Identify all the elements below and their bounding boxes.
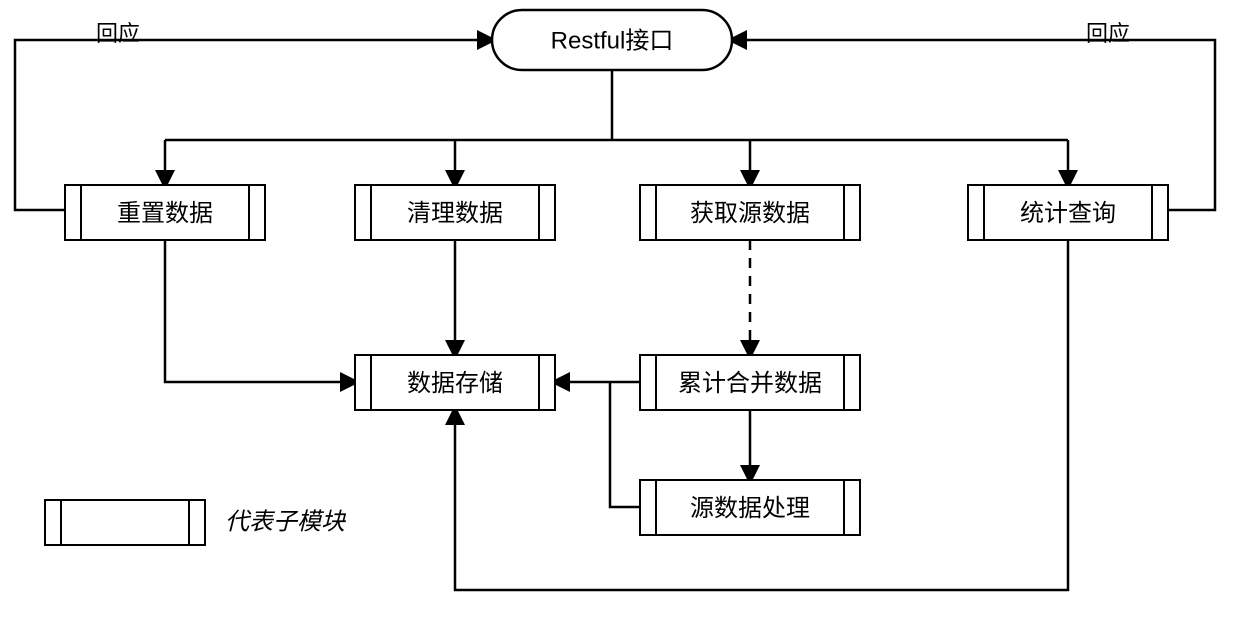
node-label-restful: Restful接口 — [551, 27, 674, 54]
node-label-query: 统计查询 — [1020, 200, 1116, 227]
node-process: 源数据处理 — [640, 480, 860, 535]
node-label-clean: 清理数据 — [407, 200, 503, 227]
legend-label: 代表子模块 — [225, 508, 347, 535]
node-label-process: 源数据处理 — [690, 495, 810, 522]
edge-process-left-to-store — [610, 382, 640, 507]
node-label-source: 获取源数据 — [690, 200, 810, 227]
edge-label-query-to-restful: 回应 — [1086, 21, 1130, 46]
node-store: 数据存储 — [355, 355, 555, 410]
node-label-reset: 重置数据 — [117, 200, 213, 227]
flow-diagram: Restful接口重置数据 清理数据 获取源数据 统计查询数据存储 累计合并数据源数据处… — [0, 0, 1240, 627]
node-clean: 清理数据 — [355, 185, 555, 240]
edge-query-to-store — [455, 240, 1068, 590]
node-legend-box — [45, 500, 205, 545]
edge-reset-to-store — [165, 240, 355, 382]
node-reset: 重置数据 — [65, 185, 265, 240]
node-source: 获取源数据 — [640, 185, 860, 240]
edge-label-reset-to-restful: 回应 — [96, 21, 140, 46]
node-merge: 累计合并数据 — [640, 355, 860, 410]
node-label-store: 数据存储 — [407, 370, 503, 397]
node-label-merge: 累计合并数据 — [678, 370, 822, 397]
node-query: 统计查询 — [968, 185, 1168, 240]
